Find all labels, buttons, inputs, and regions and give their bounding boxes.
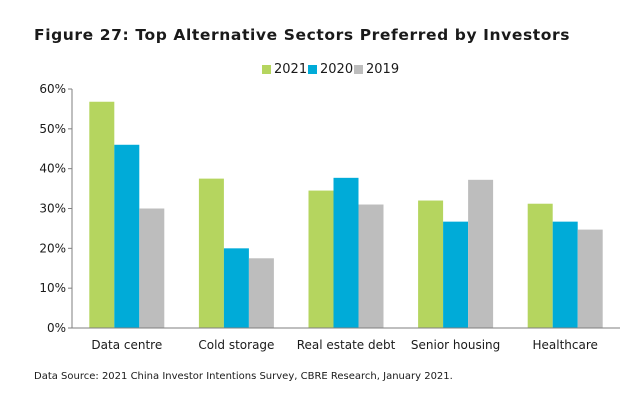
legend-item-2020: 2020 — [308, 60, 353, 78]
legend-item-2019: 2019 — [354, 60, 399, 78]
x-tick-label: Cold storage — [198, 338, 274, 352]
y-tick-label: 20% — [39, 241, 66, 255]
y-tick-label: 60% — [39, 82, 66, 96]
bar-2019-real-estate-debt — [358, 204, 384, 328]
bar-2020-cold-storage — [223, 248, 249, 328]
y-tick-label: 40% — [39, 162, 66, 176]
legend-label-2020: 2020 — [320, 61, 354, 77]
bar-2021-real-estate-debt — [308, 190, 334, 328]
bar-2020-senior-housing — [443, 221, 469, 328]
y-tick-label: 0% — [47, 321, 66, 335]
bar-2020-data-centre — [114, 144, 140, 328]
bar-2021-healthcare — [527, 203, 553, 328]
bar-2019-healthcare — [577, 229, 603, 328]
y-tick-label: 50% — [39, 122, 66, 136]
legend: 2021 2020 2019 — [0, 60, 638, 78]
x-tick-label: Senior housing — [411, 338, 500, 352]
x-tick-label: Healthcare — [532, 338, 597, 352]
legend-swatch-2021 — [262, 64, 271, 74]
bar-2019-cold-storage — [248, 258, 274, 328]
y-tick-label: 30% — [39, 202, 66, 216]
legend-label-2021: 2021 — [274, 61, 308, 77]
bar-2021-data-centre — [89, 101, 115, 328]
legend-label-2019: 2019 — [366, 61, 400, 77]
x-tick-label: Data centre — [91, 338, 162, 352]
chart-title: Figure 27: Top Alternative Sectors Prefe… — [34, 26, 571, 44]
bar-2020-healthcare — [552, 221, 578, 328]
bar-2019-data-centre — [139, 208, 165, 328]
legend-swatch-2019 — [354, 64, 363, 74]
bar-2019-senior-housing — [468, 179, 494, 328]
x-tick-label: Real estate debt — [297, 338, 396, 352]
bar-2021-senior-housing — [418, 200, 444, 328]
bar-2020-real-estate-debt — [333, 177, 359, 328]
legend-item-2021: 2021 — [262, 60, 307, 78]
bar-chart: 0% 10% 20% 30% 40% 50% 60% Data centre Cold stor… — [39, 82, 620, 352]
y-tick-label: 10% — [39, 281, 66, 295]
bar-2021-cold-storage — [198, 178, 224, 328]
data-source-note: Data Source: 2021 China Investor Intenti… — [34, 371, 453, 382]
legend-swatch-2020 — [308, 64, 317, 74]
